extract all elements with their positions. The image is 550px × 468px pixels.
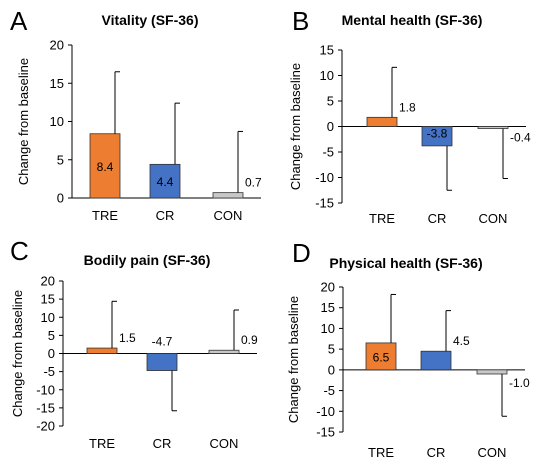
panel-c: C Bodily pain (SF-36) Change from baseline… (10, 236, 258, 451)
y-tick-label: -10 (316, 404, 335, 419)
y-tick-label: -10 (36, 382, 55, 397)
chart-title: Bodily pain (SF-36) (84, 252, 211, 268)
data-label-cr: 4.4 (157, 175, 174, 189)
data-label-cr: 4.5 (453, 334, 470, 348)
y-tick-label: 10 (320, 68, 334, 83)
y-tick-label: 10 (50, 114, 64, 129)
bar-tre (89, 133, 121, 199)
bar-tre (365, 342, 397, 371)
category-label-con: CON (478, 445, 507, 460)
bar-cr (421, 126, 453, 147)
panel-letter: D (292, 238, 311, 268)
panel-letter: A (10, 6, 28, 36)
y-tick-label: 0 (57, 191, 64, 206)
y-axis-label: Change from baseline (16, 58, 31, 185)
y-tick-label: -15 (316, 425, 335, 440)
y-tick-label: -15 (315, 196, 334, 211)
data-label-cr: -4.7 (152, 335, 173, 349)
bar-con (208, 349, 240, 354)
panel-letter: B (292, 6, 309, 36)
panel-b: B Mental health (SF-36) Change from baseli… (288, 6, 531, 226)
y-axis-label: Change from baseline (286, 296, 301, 423)
data-label-cr: -3.8 (427, 127, 448, 141)
data-label-tre: 1.5 (119, 331, 136, 345)
bar-con (477, 126, 509, 129)
bar-cr (420, 350, 452, 371)
panel-d: D Physical health (SF-36) Change from base… (286, 238, 530, 460)
category-label-cr: CR (156, 208, 175, 223)
data-label-tre: 8.4 (97, 160, 114, 174)
data-label-con: -1.0 (509, 376, 530, 390)
chart-title: Physical health (SF-36) (329, 255, 482, 271)
bar-tre (366, 116, 398, 127)
y-tick-label: -20 (36, 419, 55, 434)
y-tick-label: -5 (322, 145, 334, 160)
y-tick-label: 15 (321, 300, 335, 315)
category-label-tre: TRE (89, 436, 115, 451)
category-label-cr: CR (153, 436, 172, 451)
data-label-con: 0.9 (241, 333, 258, 347)
y-tick-label: 20 (50, 38, 64, 53)
y-tick-label: 10 (321, 321, 335, 336)
category-label-cr: CR (428, 211, 447, 226)
y-axis-label: Change from baseline (288, 63, 303, 190)
category-label-con: CON (214, 208, 243, 223)
y-tick-label: 5 (327, 94, 334, 109)
data-label-tre: 1.8 (399, 100, 416, 114)
category-label-tre: TRE (368, 445, 394, 460)
category-label-tre: TRE (92, 208, 118, 223)
y-tick-label: 15 (41, 292, 55, 307)
y-tick-label: 5 (48, 328, 55, 343)
bar-con (476, 369, 508, 375)
y-tick-label: -10 (315, 170, 334, 185)
y-tick-label: 20 (321, 280, 335, 295)
y-tick-label: 15 (320, 43, 334, 58)
y-axis-label: Change from baseline (10, 290, 25, 417)
chart-title: Vitality (SF-36) (102, 12, 199, 28)
y-tick-label: 0 (328, 362, 335, 377)
bar-cr (146, 353, 178, 371)
y-tick-label: -15 (36, 400, 55, 415)
y-tick-label: 0 (327, 119, 334, 134)
category-label-tre: TRE (369, 211, 395, 226)
panel-letter: C (10, 236, 29, 266)
category-label-con: CON (479, 211, 508, 226)
y-tick-label: 5 (57, 152, 64, 167)
bar-cr (149, 163, 181, 199)
y-tick-label: -5 (43, 364, 55, 379)
chart-title: Mental health (SF-36) (342, 12, 483, 28)
bar-con (212, 192, 244, 199)
y-tick-label: 5 (328, 342, 335, 357)
y-tick-label: -5 (323, 383, 335, 398)
panel-a: A Vitality (SF-36) Change from baseline 0 5 1… (10, 6, 262, 223)
y-tick-label: 20 (41, 274, 55, 289)
data-label-con: -0.4 (510, 131, 531, 145)
y-tick-label: 10 (41, 310, 55, 325)
category-label-con: CON (210, 436, 239, 451)
data-label-tre: 6.5 (373, 350, 390, 364)
y-tick-label: 0 (48, 346, 55, 361)
data-label-con: 0.7 (245, 176, 262, 190)
bar-tre (86, 347, 118, 354)
category-label-cr: CR (427, 445, 446, 460)
y-tick-label: 15 (50, 76, 64, 91)
